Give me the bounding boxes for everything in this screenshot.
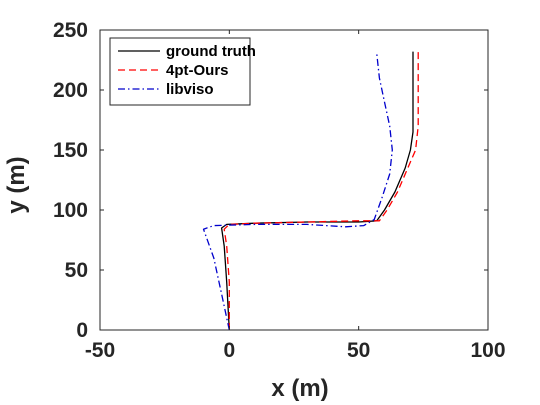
y-tick-label: 0 bbox=[76, 319, 88, 342]
series-line-libviso bbox=[202, 53, 393, 331]
legend-label: 4pt-Ours bbox=[166, 62, 229, 79]
series-line-4pt-ours bbox=[223, 51, 419, 330]
series-layer bbox=[202, 51, 419, 331]
x-tick-label: 0 bbox=[223, 339, 235, 362]
y-tick-label: 150 bbox=[53, 139, 88, 162]
legend-label: ground truth bbox=[166, 43, 256, 60]
y-tick-label: 200 bbox=[53, 79, 88, 102]
y-tick-label: 250 bbox=[53, 19, 88, 42]
legend: ground truth 4pt-Ours libviso bbox=[109, 37, 256, 106]
y-tick-label: 100 bbox=[53, 199, 88, 222]
x-tick-label: 50 bbox=[347, 339, 370, 362]
legend-box bbox=[109, 37, 251, 106]
legend-label: libviso bbox=[166, 81, 214, 98]
x-axis-title: x (m) bbox=[271, 375, 328, 402]
x-tick-label: -50 bbox=[85, 339, 115, 362]
y-axis-title: y (m) bbox=[3, 156, 30, 213]
y-tick-label: 50 bbox=[65, 259, 88, 282]
x-tick-label: 100 bbox=[470, 339, 505, 362]
